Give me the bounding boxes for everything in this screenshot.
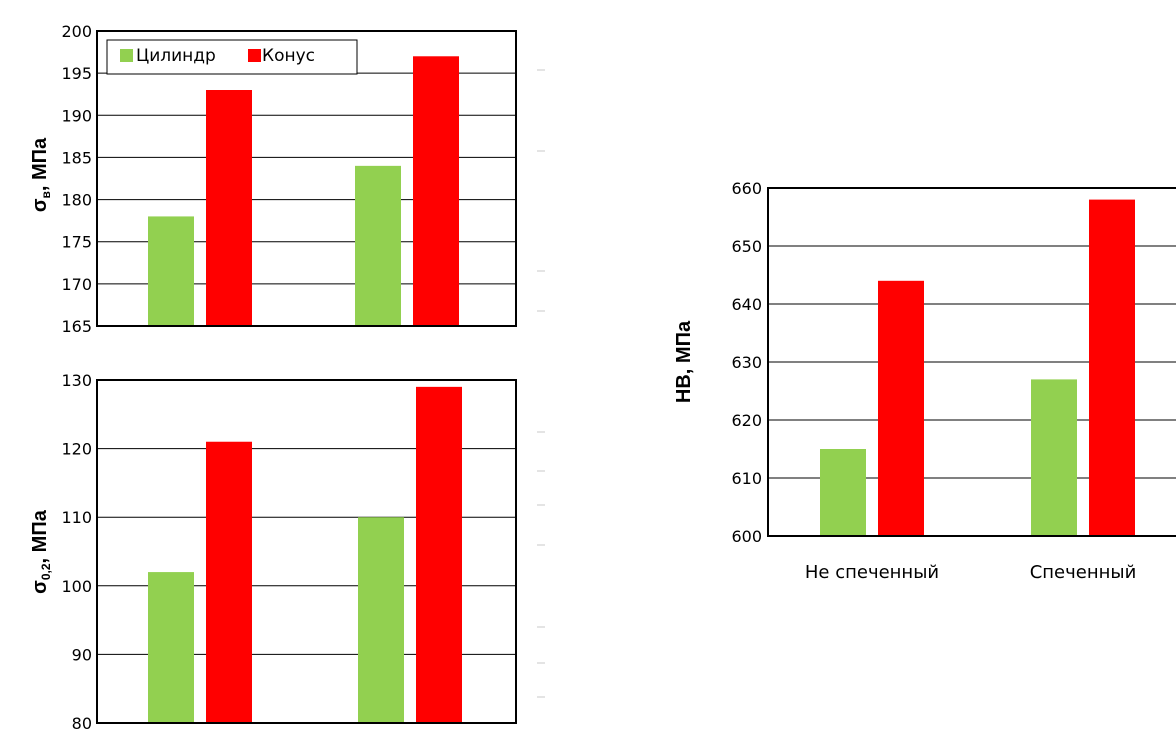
legend-label-cone: Конус bbox=[262, 46, 315, 66]
stray-marks bbox=[537, 69, 545, 698]
legend-box bbox=[106, 39, 358, 75]
y-tick-label: 610 bbox=[731, 469, 762, 488]
y-tick-label: 120 bbox=[61, 440, 92, 459]
y-tick-label: 110 bbox=[61, 508, 92, 527]
bar-cylinder-2 bbox=[1031, 379, 1077, 536]
y-tick-label: 200 bbox=[61, 22, 92, 41]
y-tick-label: 90 bbox=[72, 645, 92, 664]
bar-cone-1 bbox=[206, 441, 252, 723]
chart-tensile-strength: 165 170 175 180 185 190 195 200 bbox=[61, 22, 517, 336]
chart-yield-strength: 80 90 100 110 120 130 bbox=[61, 371, 517, 729]
bar-cone-2 bbox=[1089, 199, 1135, 536]
legend-swatch-cylinder bbox=[120, 49, 133, 62]
y-tick-label: 190 bbox=[61, 106, 92, 125]
y-tick-label: 185 bbox=[61, 148, 92, 167]
y-tick-label: 660 bbox=[731, 179, 762, 198]
bar-cone-1 bbox=[878, 280, 924, 536]
bar-cylinder-2 bbox=[355, 165, 401, 326]
bar-cylinder-2 bbox=[358, 517, 404, 723]
y-tick-label: 80 bbox=[72, 714, 92, 729]
bar-cylinder-1 bbox=[148, 216, 194, 326]
plot-frame bbox=[96, 30, 517, 327]
legend-label-cylinder: Цилиндр bbox=[136, 46, 216, 66]
plot-frame bbox=[767, 187, 1176, 537]
y-tick-label: 630 bbox=[731, 353, 762, 372]
y-tick-label: 170 bbox=[61, 275, 92, 294]
y-tick-label: 640 bbox=[731, 295, 762, 314]
y-tick-label: 180 bbox=[61, 191, 92, 210]
bar-cone-1 bbox=[206, 90, 252, 326]
x-category-label: Не спеченный bbox=[805, 562, 939, 583]
chart-hardness: 600 610 620 630 640 650 660 Не спеченный Спеченн… bbox=[731, 179, 1176, 583]
y-axis-title-hardness: HB, МПа bbox=[673, 320, 695, 403]
y-tick-label: 175 bbox=[61, 233, 92, 252]
y-axis-title-yield: σ0,2, МПа bbox=[29, 509, 53, 594]
plot-frame bbox=[96, 379, 517, 724]
legend: Цилиндр Конус bbox=[106, 39, 358, 75]
legend-swatch-cone bbox=[248, 49, 261, 62]
y-tick-label: 620 bbox=[731, 411, 762, 430]
y-tick-label: 100 bbox=[61, 577, 92, 596]
x-category-label: Спеченный bbox=[1030, 562, 1137, 583]
y-tick-label: 130 bbox=[61, 371, 92, 390]
y-axis-title-tensile: σв, МПа bbox=[29, 137, 53, 212]
y-tick-label: 165 bbox=[61, 317, 92, 336]
y-tick-label: 600 bbox=[731, 527, 762, 546]
bar-cylinder-1 bbox=[148, 572, 194, 723]
y-tick-label: 650 bbox=[731, 237, 762, 256]
bar-cone-2 bbox=[416, 386, 462, 723]
bar-cylinder-1 bbox=[820, 449, 866, 536]
y-tick-label: 195 bbox=[61, 64, 92, 83]
bar-cone-2 bbox=[413, 56, 459, 327]
